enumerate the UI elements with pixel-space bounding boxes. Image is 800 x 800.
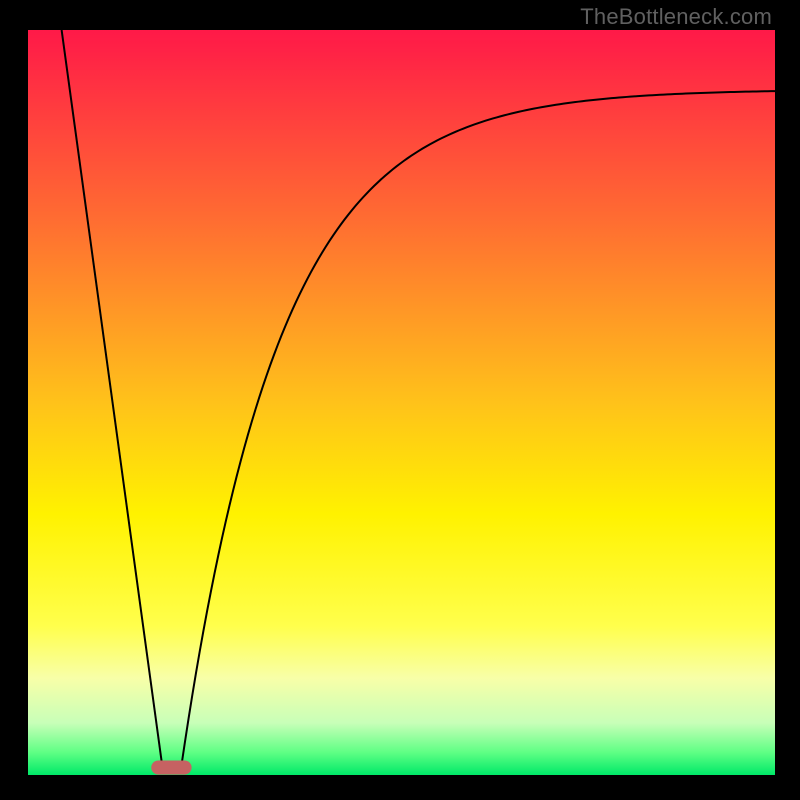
chart-svg: [0, 0, 800, 800]
watermark-text: TheBottleneck.com: [580, 4, 772, 30]
chart-container: { "figure": { "type": "function-curve", …: [0, 0, 800, 800]
